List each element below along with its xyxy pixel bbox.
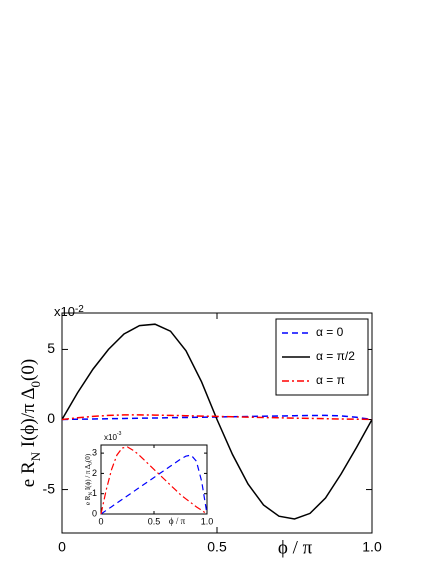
x-axis-label: ϕ / π	[278, 537, 313, 558]
y-label-part: I(ϕ) / π Δ	[84, 464, 92, 492]
legend-label: α = 0	[316, 325, 344, 339]
x-tick-label: 0	[98, 516, 103, 526]
y-label-part: e R	[18, 461, 39, 487]
y-label-subscript: 0	[89, 462, 94, 465]
y-tick-label: 0	[47, 410, 55, 426]
y-tick-label: 3	[92, 447, 97, 457]
y-label-subscript: N	[28, 451, 43, 461]
x-axis-label: ϕ / π	[169, 516, 186, 526]
multiplier-base: x10	[54, 304, 75, 319]
y-label-part: I(ϕ)/π Δ	[18, 387, 39, 452]
series-line	[61, 414, 373, 421]
multiplier-exp: -2	[75, 304, 84, 315]
y-axis-label: e RN I(ϕ) / π Δ0(0)	[84, 453, 94, 505]
y-label-subscript: 0	[28, 381, 43, 388]
axis-multiplier: x10-2	[54, 304, 84, 320]
y-axis-label: e RN I(ϕ)/π Δ0(0)	[18, 359, 43, 487]
y-tick-label: 1	[92, 488, 97, 498]
y-tick-label: -5	[43, 480, 56, 496]
multiplier-base: x10	[104, 433, 117, 442]
x-tick-label: 0.5	[207, 539, 227, 555]
series-line	[100, 454, 208, 515]
y-label-part: (0)	[84, 453, 92, 462]
y-tick-label: 0	[92, 508, 97, 518]
y-tick-label: 2	[92, 468, 97, 478]
legend-label: α = π	[316, 373, 345, 387]
x-tick-label: 1.0	[362, 539, 382, 555]
y-label-subscript: N	[89, 492, 94, 496]
multiplier-exp: -3	[117, 431, 122, 437]
series-line	[61, 323, 373, 520]
y-tick-label: 5	[47, 340, 55, 356]
x-tick-label: 0	[58, 539, 66, 555]
legend: α = 0 α = π/2 α = π	[275, 318, 369, 396]
series-line	[100, 446, 208, 515]
y-label-part: (0)	[18, 359, 39, 381]
legend-label: α = π/2	[316, 349, 355, 363]
x-tick-label: 0.5	[148, 516, 161, 526]
x-tick-label: 1.0	[201, 516, 214, 526]
y-label-part: e R	[84, 495, 92, 505]
axis-multiplier: x10-3	[104, 431, 122, 442]
